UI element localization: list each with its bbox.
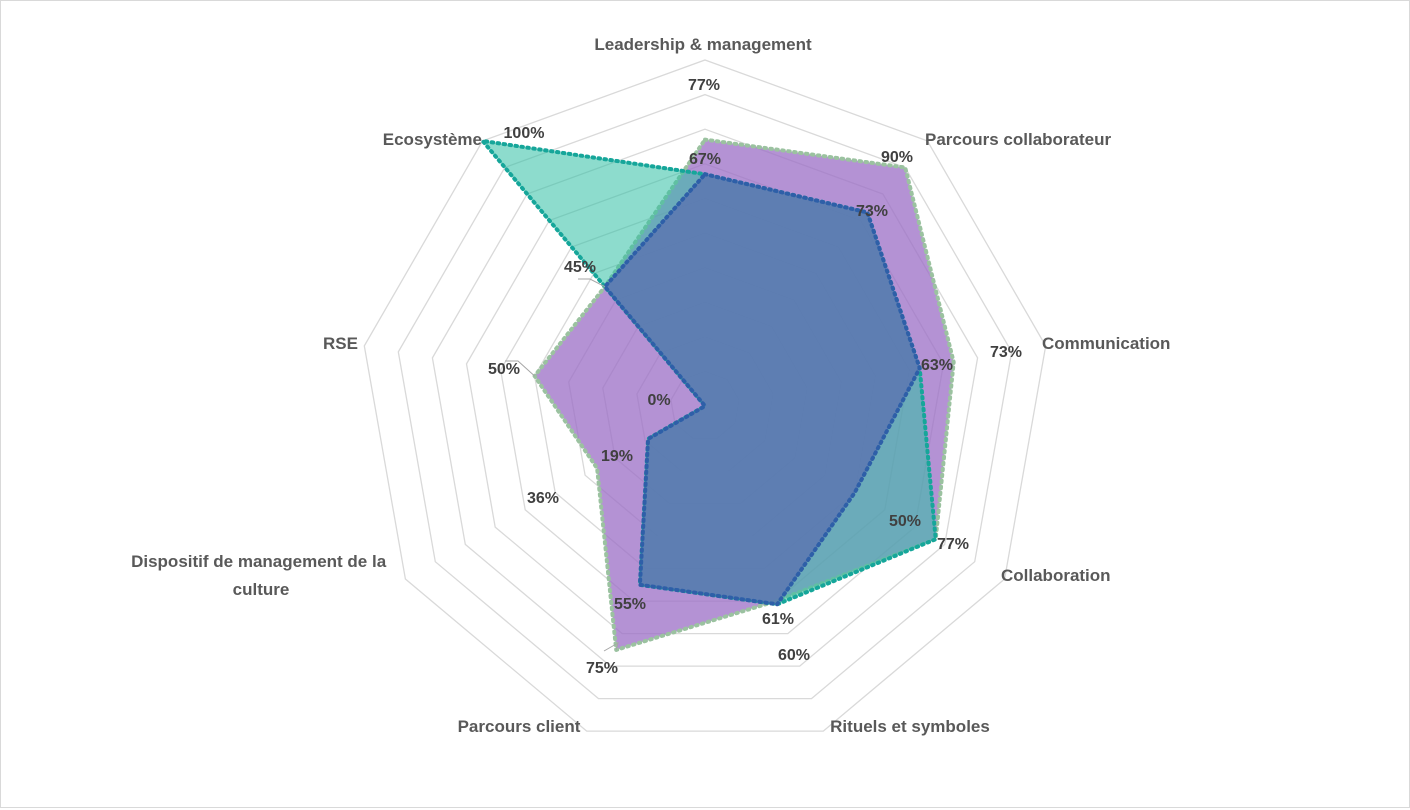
value-label: 75% <box>586 660 618 677</box>
value-label: 90% <box>881 149 913 166</box>
leader-line <box>603 641 619 652</box>
value-label: 50% <box>889 513 921 530</box>
axis-label-parcours-collaborateur: Parcours collaborateur <box>925 130 1112 149</box>
axis-label-dispositif: Dispositif de management de la culture <box>131 552 391 599</box>
value-label: 77% <box>688 77 720 94</box>
value-label: 60% <box>778 647 810 664</box>
value-label: 36% <box>527 490 559 507</box>
leader-line <box>505 360 535 377</box>
value-label: 45% <box>564 259 596 276</box>
value-label: 73% <box>856 203 888 220</box>
value-label: 61% <box>762 611 794 628</box>
axis-label-leadership: Leadership & management <box>594 35 812 54</box>
axis-label-communication: Communication <box>1042 334 1170 353</box>
value-label: 55% <box>614 596 646 613</box>
value-label: 19% <box>601 448 633 465</box>
value-label: 50% <box>488 361 520 378</box>
axis-label-rituels: Rituels et symboles <box>830 717 990 736</box>
axis-label-parcours-client: Parcours client <box>458 717 581 736</box>
series-3-area <box>602 172 922 607</box>
grid-ring <box>363 59 1047 732</box>
leader-layer <box>505 278 619 652</box>
value-label: 63% <box>921 357 953 374</box>
grid-ring <box>397 93 1013 700</box>
value-label: 0% <box>647 392 670 409</box>
axis-label-collaboration: Collaboration <box>1001 566 1111 585</box>
value-label: 100% <box>504 125 545 142</box>
value-label: 77% <box>937 536 969 553</box>
axis-label-ecosysteme: Ecosystème <box>383 130 482 149</box>
series-layer <box>480 137 956 652</box>
value-label: 73% <box>990 344 1022 361</box>
leader-line <box>578 278 606 288</box>
axis-label-rse: RSE <box>323 334 358 353</box>
value-label: 67% <box>689 151 721 168</box>
